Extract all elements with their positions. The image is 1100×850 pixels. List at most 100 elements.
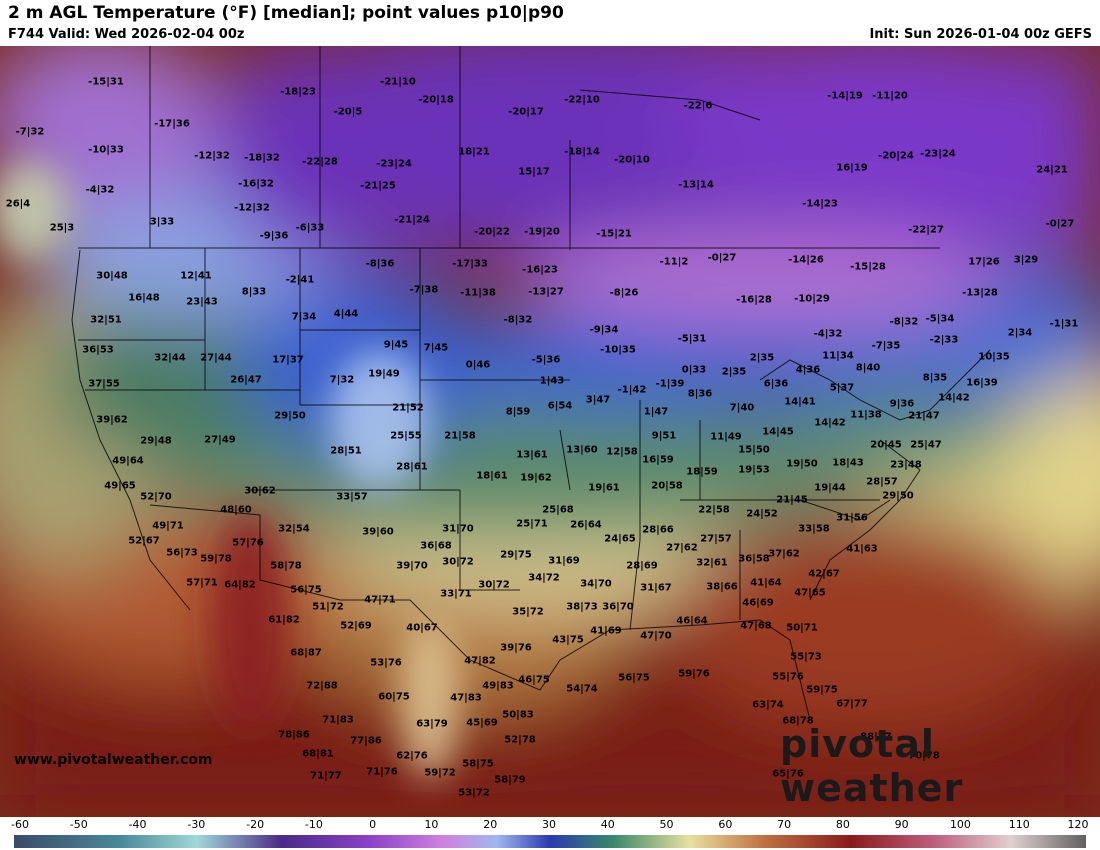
- valid-time: F744 Valid: Wed 2026-02-04 00z: [8, 27, 245, 42]
- point-value-label: 24|21: [1036, 164, 1068, 176]
- point-value-label: 34|70: [580, 578, 612, 590]
- point-value-label: -21|10: [380, 76, 416, 88]
- point-value-label: -20|18: [418, 94, 454, 106]
- point-value-label: -17|33: [452, 258, 488, 270]
- point-value-label: 31|67: [640, 582, 672, 594]
- point-value-label: 55|73: [790, 651, 822, 663]
- point-value-label: 7|32: [329, 374, 355, 386]
- point-value-label: -12|32: [234, 202, 270, 214]
- point-value-label: 30|72: [442, 556, 474, 568]
- point-value-label: 38|66: [706, 581, 738, 593]
- point-value-label: 16|48: [128, 292, 160, 304]
- point-value-label: -10|29: [794, 293, 830, 305]
- point-value-label: 49|64: [112, 455, 144, 467]
- point-value-label: 3|33: [149, 216, 175, 228]
- point-value-label: -17|36: [154, 118, 190, 130]
- point-value-label: 29|48: [140, 435, 172, 447]
- point-value-label: 25|47: [910, 439, 942, 451]
- point-value-label: 43|75: [552, 634, 584, 646]
- point-value-label: 9|51: [651, 430, 677, 442]
- point-value-label: 35|72: [512, 606, 544, 618]
- point-value-label: 65|76: [772, 768, 804, 780]
- point-value-label: 41|64: [750, 577, 782, 589]
- point-value-label: 33|71: [440, 588, 472, 600]
- point-value-label: -16|32: [238, 178, 274, 190]
- point-value-label: 19|61: [588, 482, 620, 494]
- point-value-label: 7|45: [423, 342, 449, 354]
- point-value-label: 48|60: [220, 504, 252, 516]
- colorbar-tick-label: 110: [1008, 818, 1030, 831]
- point-value-label: 58|75: [462, 758, 494, 770]
- point-value-label: -20|24: [878, 150, 914, 162]
- point-value-label: 8|35: [922, 372, 948, 384]
- point-value-label: 28|51: [330, 445, 362, 457]
- point-value-label: 18|21: [458, 146, 490, 158]
- point-value-label: 15|17: [518, 166, 550, 178]
- point-value-label: 57|71: [186, 577, 218, 589]
- point-value-label: 36|68: [420, 540, 452, 552]
- point-value-label: 61|82: [268, 614, 300, 626]
- point-value-label: -1|42: [617, 384, 647, 396]
- point-value-label: 11|34: [822, 350, 854, 362]
- point-value-label: 16|59: [642, 454, 674, 466]
- point-value-label: 27|44: [200, 352, 232, 364]
- point-value-label: 37|55: [88, 378, 120, 390]
- point-value-label: 25|71: [516, 518, 548, 530]
- point-value-label: 47|71: [364, 594, 396, 606]
- point-value-label: -14|26: [788, 254, 824, 266]
- point-value-label: 70|78: [908, 750, 940, 762]
- point-value-label: 3|47: [585, 394, 611, 406]
- point-value-label: 33|58: [798, 523, 830, 535]
- colorbar-tick-label: -30: [187, 818, 206, 831]
- point-value-label: 21|52: [392, 402, 424, 414]
- point-value-label: 52|69: [340, 620, 372, 632]
- point-value-label: 25|3: [49, 222, 75, 234]
- point-value-label: 71|76: [366, 766, 398, 778]
- temperature-map[interactable]: -15|31 -21|10 -18|23 -20|18 -22|10 -22|6 -14|1…: [0, 46, 1100, 817]
- point-value-label: 52|70: [140, 491, 172, 503]
- point-value-label: 16|19: [836, 162, 868, 174]
- point-value-label: -0|27: [1045, 218, 1075, 230]
- point-value-label: -11|20: [872, 90, 908, 102]
- point-value-label: -2|33: [929, 334, 959, 346]
- point-value-label: 47|68: [740, 620, 772, 632]
- colorbar-tick-label: 120: [1067, 818, 1089, 831]
- point-value-label: 26|4: [5, 198, 31, 210]
- point-value-label: 46|64: [676, 615, 708, 627]
- point-value-label: 30|48: [96, 270, 128, 282]
- point-value-label: 7|34: [291, 311, 317, 323]
- point-value-label: 58|79: [494, 774, 526, 786]
- point-value-label: -8|36: [365, 258, 395, 270]
- point-value-label: 4|36: [795, 364, 821, 376]
- point-value-label: 28|66: [642, 524, 674, 536]
- point-value-label: -16|23: [522, 264, 558, 276]
- point-value-label: 36|58: [738, 553, 770, 565]
- point-value-label: 71|83: [322, 714, 354, 726]
- point-value-label: 64|82: [224, 579, 256, 591]
- point-value-label: -8|32: [503, 314, 533, 326]
- point-value-label: 36|53: [82, 344, 114, 356]
- point-value-label: -20|17: [508, 106, 544, 118]
- init-time: Init: Sun 2026-01-04 00z GEFS: [869, 27, 1092, 42]
- point-value-label: 46|69: [742, 597, 774, 609]
- point-value-label: 77|86: [350, 735, 382, 747]
- colorbar-tick-label: 90: [894, 818, 909, 831]
- point-value-label: 62|76: [396, 750, 428, 762]
- point-value-label: 9|36: [889, 398, 915, 410]
- point-value-label: -9|36: [259, 230, 289, 242]
- point-value-label: 27|62: [666, 542, 698, 554]
- point-value-label: 23|43: [186, 296, 218, 308]
- point-value-label: 32|44: [154, 352, 186, 364]
- point-value-label: -21|25: [360, 180, 396, 192]
- point-value-label: 19|62: [520, 472, 552, 484]
- point-value-label: -14|23: [802, 198, 838, 210]
- colorbar-tick-label: 80: [835, 818, 850, 831]
- point-value-label: 55|76: [772, 671, 804, 683]
- colorbar-tick-label: 100: [949, 818, 971, 831]
- point-value-label: 52|67: [128, 535, 160, 547]
- point-value-label: -22|28: [302, 156, 338, 168]
- point-value-label: 49|65: [104, 480, 136, 492]
- point-value-label: 47|65: [794, 587, 826, 599]
- point-value-label: 25|68: [542, 504, 574, 516]
- point-value-label: 28|57: [866, 476, 898, 488]
